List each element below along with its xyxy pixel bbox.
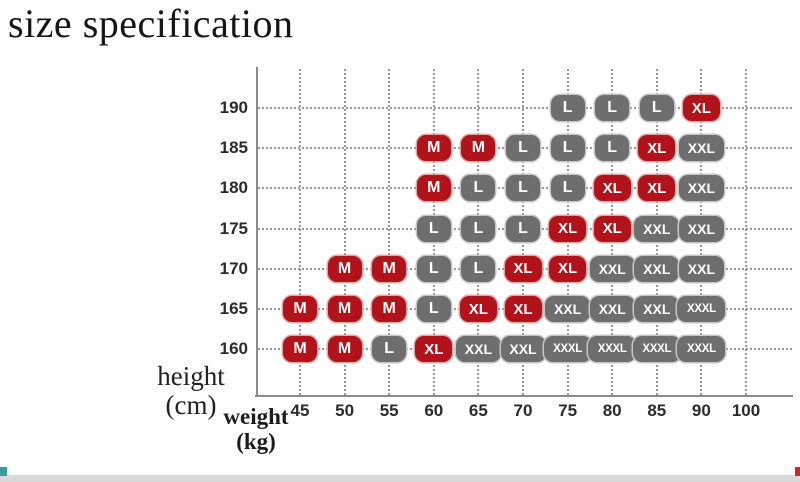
y-tick-label: 190 xyxy=(219,98,248,117)
page-title: size specification xyxy=(8,1,294,46)
size-badge: XXL xyxy=(678,175,724,202)
size-badge: XXL xyxy=(500,336,546,363)
size-badge: XXXL xyxy=(632,336,681,363)
size-badge: XL xyxy=(549,215,587,242)
horizontal-gridline xyxy=(258,107,792,109)
bottom-left-teal-mark xyxy=(0,467,7,476)
size-badge: M xyxy=(283,336,317,363)
size-badge: L xyxy=(416,296,451,322)
size-badge: M xyxy=(327,296,362,322)
size-badge: XL xyxy=(638,175,676,202)
vertical-gridline xyxy=(745,69,747,395)
x-tick-label: 90 xyxy=(691,401,711,420)
x-tick-label: 50 xyxy=(335,401,355,420)
bottom-right-red-mark xyxy=(795,467,800,476)
size-badge: L xyxy=(550,175,585,202)
x-axis-line xyxy=(255,395,793,397)
x-tick-label: 70 xyxy=(513,401,533,420)
size-badge: L xyxy=(506,215,540,242)
x-axis-title-line1: weight xyxy=(223,404,289,429)
size-badge: L xyxy=(595,95,630,121)
bottom-edge-strip xyxy=(0,475,800,482)
x-tick-label: 60 xyxy=(424,401,444,420)
size-badge: L xyxy=(506,135,540,162)
size-badge: L xyxy=(461,255,496,282)
x-tick-label: 80 xyxy=(602,401,622,420)
size-badge: XL xyxy=(504,296,542,322)
size-badge: M xyxy=(416,135,451,162)
x-tick-label: 65 xyxy=(468,401,488,420)
vertical-gridline xyxy=(343,69,346,395)
x-axis-title-line2: (kg) xyxy=(236,429,276,454)
y-axis-line xyxy=(256,67,258,397)
y-tick-label: 175 xyxy=(219,218,248,238)
size-badge: M xyxy=(372,255,407,282)
size-badge: XXL xyxy=(634,296,680,322)
y-axis-title-line1: height xyxy=(157,361,225,391)
size-badge: XXXL xyxy=(543,336,592,363)
y-tick-label: 160 xyxy=(219,339,248,359)
y-tick-label: 170 xyxy=(219,258,248,278)
size-badge: M xyxy=(416,175,451,202)
size-badge: XXL xyxy=(589,255,635,282)
y-tick-label: 165 xyxy=(219,299,248,318)
size-badge: L xyxy=(506,175,540,202)
size-badge: XL xyxy=(504,255,542,282)
size-badge: L xyxy=(416,255,451,282)
size-badge: XXXL xyxy=(677,296,726,322)
size-badge: XXXL xyxy=(588,336,637,363)
size-badge: L xyxy=(372,336,407,363)
size-badge: L xyxy=(639,95,674,121)
size-badge: XL xyxy=(593,175,631,202)
size-badge: M xyxy=(461,135,496,162)
size-badge: XL xyxy=(593,215,631,242)
size-badge: M xyxy=(327,255,362,282)
size-badge: L xyxy=(461,215,496,242)
size-badge: L xyxy=(461,175,496,202)
size-badge: L xyxy=(416,215,451,242)
size-badge: XL xyxy=(459,296,497,322)
size-badge: M xyxy=(372,296,407,322)
size-badge: XXL xyxy=(678,255,724,282)
y-tick-label: 180 xyxy=(219,178,248,198)
vertical-gridline xyxy=(388,69,391,395)
size-badge: XXL xyxy=(545,296,591,322)
size-badge: XXL xyxy=(634,215,680,242)
size-badge: XL xyxy=(682,95,720,121)
size-badge: L xyxy=(595,135,630,162)
size-badge: XXL xyxy=(678,135,724,162)
y-tick-label: 185 xyxy=(219,138,248,158)
size-badge: XL xyxy=(638,135,676,162)
size-badge: XXXL xyxy=(677,336,726,363)
size-badge: XXL xyxy=(455,336,501,363)
size-badge: XL xyxy=(549,255,587,282)
size-badge: L xyxy=(550,135,585,162)
vertical-gridline xyxy=(299,69,301,395)
size-badge: M xyxy=(327,336,362,363)
y-axis-title: height (cm) xyxy=(148,362,234,420)
x-tick-label: 55 xyxy=(379,401,399,420)
x-axis-title: weight (kg) xyxy=(216,404,296,454)
size-badge: L xyxy=(550,95,585,121)
size-badge: M xyxy=(283,296,317,322)
size-badge: XXL xyxy=(634,255,680,282)
x-tick-label: 85 xyxy=(647,401,667,420)
x-tick-label: 100 xyxy=(731,401,761,420)
size-badge: XL xyxy=(415,336,453,363)
y-axis-title-line2: (cm) xyxy=(165,390,217,420)
size-badge: XXL xyxy=(678,215,724,242)
x-tick-label: 45 xyxy=(290,401,310,420)
x-tick-label: 75 xyxy=(558,401,578,420)
size-badge: XXL xyxy=(589,296,635,322)
